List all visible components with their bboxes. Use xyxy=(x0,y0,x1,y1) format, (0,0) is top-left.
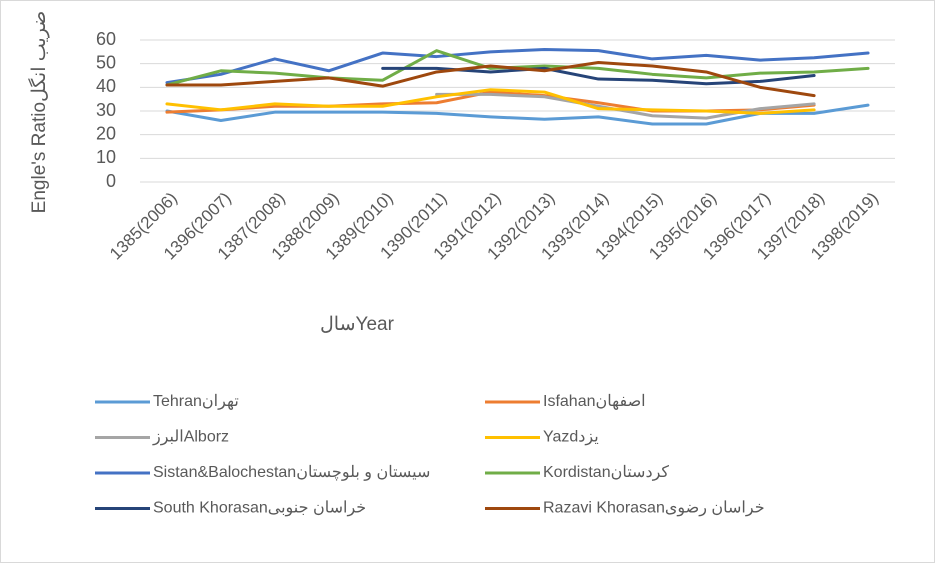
legend-label: Razavi Khorasanخراسان رضوی xyxy=(543,500,765,517)
legend-label: South Khorasanخراسان جنوبی xyxy=(153,500,366,517)
legend-label: البرزAlborz xyxy=(152,429,229,446)
y-axis-label: Engle's Ratioضریب انگل xyxy=(27,11,50,214)
series-line xyxy=(165,103,870,126)
series-line xyxy=(435,92,816,120)
legend-label: Yazdیزد xyxy=(543,429,599,446)
y-tick-label: 0 xyxy=(106,171,116,191)
legend-label: Isfahanاصفهان xyxy=(543,393,646,410)
legend-label: Sistan&Balochestanسیستان و بلوچستان xyxy=(153,464,430,481)
series-line xyxy=(165,88,816,115)
series-line xyxy=(165,60,816,98)
x-axis-label: سالYear xyxy=(320,314,395,335)
series-line xyxy=(165,47,870,85)
y-tick-label: 50 xyxy=(96,52,116,72)
legend-label: Kordistanکردستان xyxy=(543,464,669,481)
y-tick-label: 40 xyxy=(96,76,116,96)
y-tick-label: 60 xyxy=(96,29,116,49)
y-tick-label: 30 xyxy=(96,100,116,120)
y-tick-label: 10 xyxy=(96,147,116,167)
y-tick-label: 20 xyxy=(96,123,116,143)
legend-label: Tehranتهران xyxy=(153,393,239,410)
